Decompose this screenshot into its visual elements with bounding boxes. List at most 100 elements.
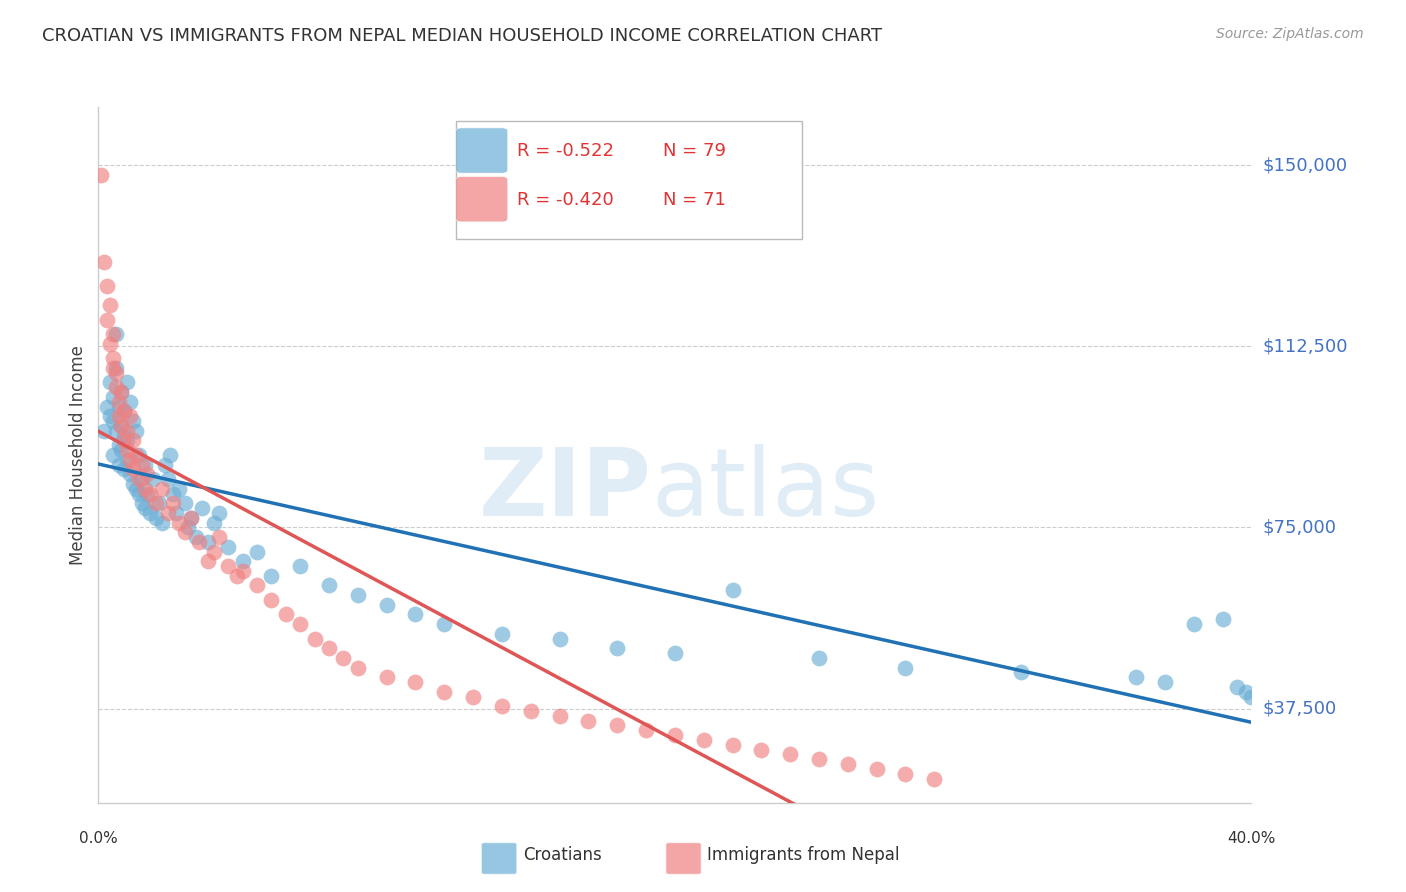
Point [548, 632, 571, 646]
Point [136, 467, 159, 482]
Point [162, 486, 184, 500]
Point [636, 723, 658, 738]
Point [98, 409, 121, 424]
Point [117, 376, 138, 390]
Point [104, 366, 127, 380]
Point [145, 496, 167, 510]
Point [131, 472, 153, 486]
Point [375, 598, 398, 612]
Point [110, 419, 132, 434]
Point [110, 385, 132, 400]
Point [807, 752, 830, 766]
Point [318, 578, 340, 592]
Point [318, 641, 340, 656]
Point [894, 766, 917, 781]
Point [346, 660, 368, 674]
Point [110, 443, 132, 458]
Point [246, 544, 269, 558]
Point [1010, 665, 1032, 680]
Point [136, 486, 159, 500]
Point [260, 592, 283, 607]
Text: $112,500: $112,500 [1263, 337, 1348, 355]
Text: Source: ZipAtlas.com: Source: ZipAtlas.com [1216, 27, 1364, 41]
Point [177, 520, 200, 534]
Point [139, 506, 162, 520]
Point [375, 670, 398, 684]
Point [134, 482, 156, 496]
Text: $150,000: $150,000 [1263, 156, 1347, 174]
Point [101, 448, 124, 462]
Point [578, 714, 600, 728]
Point [107, 458, 129, 472]
Point [332, 651, 354, 665]
Point [122, 476, 145, 491]
Point [180, 510, 202, 524]
Point [104, 424, 127, 438]
Point [174, 525, 197, 540]
Point [104, 327, 127, 342]
Point [122, 414, 145, 428]
Point [346, 588, 368, 602]
Point [107, 409, 129, 424]
Point [145, 510, 167, 524]
Point [96, 400, 118, 414]
Point [491, 699, 513, 714]
Text: Croatians: Croatians [523, 846, 602, 864]
Point [231, 554, 254, 568]
Point [142, 472, 165, 486]
Text: ZIP: ZIP [479, 443, 652, 536]
Point [110, 385, 132, 400]
Point [664, 728, 686, 742]
Text: atlas: atlas [652, 443, 880, 536]
Point [208, 530, 231, 544]
Text: CROATIAN VS IMMIGRANTS FROM NEPAL MEDIAN HOUSEHOLD INCOME CORRELATION CHART: CROATIAN VS IMMIGRANTS FROM NEPAL MEDIAN… [42, 27, 883, 45]
Point [96, 312, 118, 326]
Point [461, 690, 484, 704]
Point [1212, 612, 1234, 626]
Point [153, 458, 176, 472]
Point [225, 568, 247, 582]
Point [837, 757, 859, 772]
Point [606, 641, 628, 656]
Point [98, 298, 121, 312]
Point [93, 424, 115, 438]
Point [117, 434, 138, 448]
Point [107, 438, 129, 452]
Point [93, 254, 115, 268]
Point [894, 660, 917, 674]
Point [197, 534, 219, 549]
Point [217, 559, 239, 574]
Point [120, 394, 142, 409]
Point [290, 559, 312, 574]
Point [101, 327, 124, 342]
Point [197, 554, 219, 568]
Point [191, 501, 214, 516]
FancyBboxPatch shape [481, 842, 517, 874]
Point [134, 458, 156, 472]
Text: R = -0.522: R = -0.522 [517, 142, 614, 160]
Point [148, 496, 170, 510]
Point [866, 762, 889, 776]
Point [112, 434, 135, 448]
Text: N = 79: N = 79 [664, 142, 727, 160]
FancyBboxPatch shape [456, 128, 508, 173]
Point [112, 404, 135, 418]
Point [491, 626, 513, 640]
Point [128, 486, 150, 500]
Point [174, 496, 197, 510]
Point [405, 675, 427, 690]
Point [122, 462, 145, 476]
Point [101, 390, 124, 404]
Point [922, 772, 945, 786]
Point [107, 394, 129, 409]
Point [131, 496, 153, 510]
Point [165, 506, 187, 520]
Point [779, 747, 801, 762]
Point [290, 617, 312, 632]
Point [150, 516, 173, 530]
Point [1240, 690, 1263, 704]
Point [807, 651, 830, 665]
Point [128, 472, 150, 486]
Point [664, 646, 686, 660]
Point [131, 458, 153, 472]
